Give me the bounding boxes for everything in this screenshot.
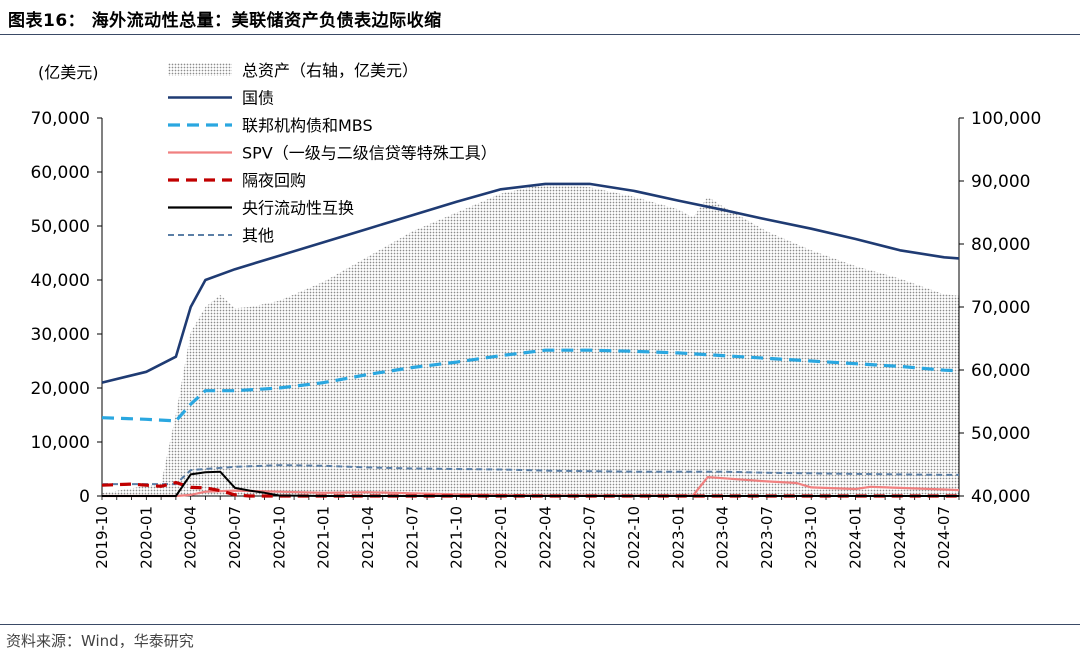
x-tick-label: 2019-10 <box>93 506 111 569</box>
x-tick-label: 2022-04 <box>536 506 554 569</box>
x-tick-label: 2024-04 <box>891 506 909 569</box>
right-tick-label: 90,000 <box>971 172 1030 192</box>
x-tick-label: 2024-07 <box>935 506 953 569</box>
right-tick-label: 80,000 <box>971 235 1030 255</box>
x-tick-label: 2023-10 <box>802 506 820 569</box>
x-tick-label: 2020-07 <box>226 506 244 569</box>
left-tick-label: 0 <box>79 487 90 507</box>
legend-label: 总资产（右轴，亿美元） <box>242 61 418 80</box>
x-tick-label: 2023-04 <box>714 506 732 569</box>
x-tick-label: 2022-07 <box>581 506 599 569</box>
x-tick-label: 2023-07 <box>758 506 776 569</box>
legend-label: 国债 <box>242 89 274 108</box>
series-line <box>101 480 959 498</box>
left-tick-label: 60,000 <box>31 163 90 183</box>
chart: 0 10,000 20,000 30,000 40,000 50,000 60,000 70,… <box>31 61 1042 569</box>
x-tick-label: 2020-04 <box>182 506 200 569</box>
left-tick-label: 30,000 <box>31 325 90 345</box>
left-tick-label: 40,000 <box>31 271 90 291</box>
source-note: 资料来源：Wind，华泰研究 <box>6 632 194 650</box>
x-tick-label: 2020-10 <box>270 506 288 569</box>
legend-label: 其他 <box>242 226 274 245</box>
left-tick-label: 20,000 <box>31 379 90 399</box>
x-tick-label: 2022-10 <box>625 506 643 569</box>
bottom-rule <box>0 624 1080 625</box>
x-tick-label: 2021-04 <box>359 506 377 569</box>
left-axis-unit-label: (亿美元) <box>38 63 99 82</box>
top-rule <box>0 34 1080 35</box>
right-tick-label: 40,000 <box>971 487 1030 507</box>
right-tick-label: 100,000 <box>971 109 1041 129</box>
right-tick-label: 60,000 <box>971 361 1030 381</box>
legend-label: 联邦机构债和MBS <box>242 116 373 135</box>
x-tick-label: 2023-01 <box>669 506 687 569</box>
series-area-total-assets <box>102 184 959 496</box>
left-tick-label: 10,000 <box>31 433 90 453</box>
right-tick-label: 50,000 <box>971 424 1030 444</box>
x-tick-label: 2022-01 <box>492 506 510 569</box>
left-tick-label: 70,000 <box>31 109 90 129</box>
x-tick-label: 2021-10 <box>448 506 466 569</box>
series-line <box>101 182 960 384</box>
legend-swatch-area <box>168 63 232 76</box>
series-line <box>102 464 959 486</box>
right-tick-label: 70,000 <box>971 298 1030 318</box>
x-tick-label: 2021-07 <box>403 506 421 569</box>
x-tick-label: 2020-01 <box>137 506 155 569</box>
x-tick-label: 2021-01 <box>315 506 333 569</box>
legend-label: 隔夜回购 <box>242 171 306 190</box>
x-tick-label: 2024-01 <box>847 506 865 569</box>
figure-title: 图表16： 海外流动性总量：美联储资产负债表边际收缩 <box>8 11 442 31</box>
legend-label: SPV（一级与二级信贷等特殊工具） <box>242 144 497 163</box>
series-line <box>102 470 959 497</box>
left-tick-label: 50,000 <box>31 217 90 237</box>
legend-label: 央行流动性互换 <box>242 199 354 218</box>
